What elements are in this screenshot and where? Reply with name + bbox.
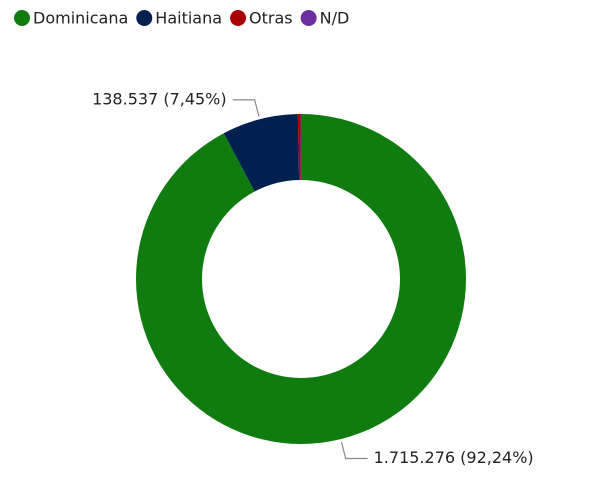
donut-slice (223, 114, 300, 192)
legend-label: Haitiana (155, 9, 222, 28)
legend-marker (300, 10, 317, 26)
legend-marker (14, 10, 30, 26)
data-label: 1.715.276 (92,24%) (374, 448, 534, 467)
legend-marker (136, 10, 153, 26)
legend-label: N/D (320, 9, 350, 28)
leader-line (340, 441, 368, 460)
leader-line (232, 99, 260, 117)
data-label: 138.537 (7,45%) (92, 89, 227, 108)
donut-slice (300, 114, 301, 181)
legend-marker (230, 10, 247, 26)
legend-label: Dominicana (33, 9, 128, 28)
donut-slice (297, 114, 301, 181)
legend-label: Otras (249, 9, 293, 28)
donut-slice (135, 114, 467, 444)
